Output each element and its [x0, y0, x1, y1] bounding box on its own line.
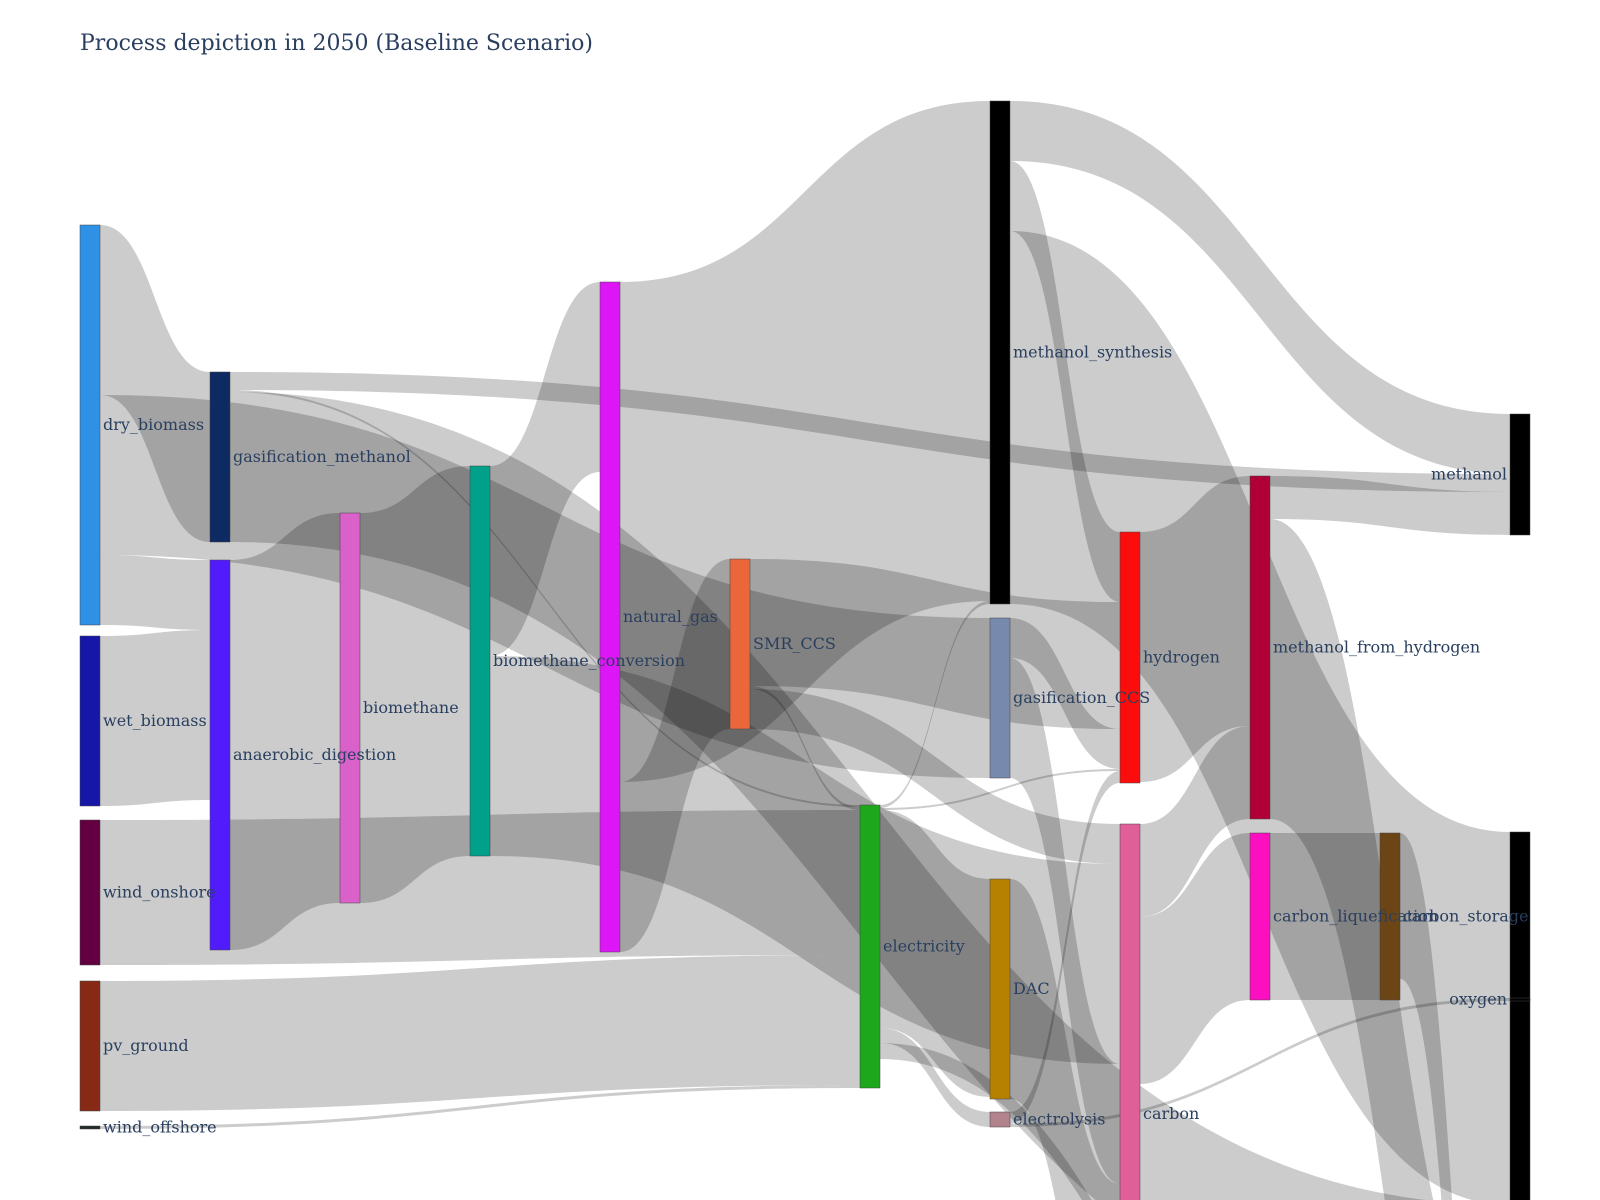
link-natural_gas-to-SMR_CCS[interactable] — [620, 559, 730, 952]
node-natural_gas[interactable] — [599, 281, 621, 953]
node-label-biomethane: biomethane — [363, 698, 459, 717]
node-label-pv_ground: pv_ground — [103, 1036, 189, 1055]
link-wind_offshore-to-electricity[interactable] — [100, 1085, 860, 1129]
node-label-SMR_CCS: SMR_CCS — [753, 634, 836, 653]
link-methanol_synthesis-to-methanol[interactable] — [1010, 101, 1510, 474]
node-pv_ground[interactable] — [79, 980, 101, 1112]
node-gasification_methanol[interactable] — [209, 371, 231, 543]
link-gasification_CCS-to-hydrogen[interactable] — [1010, 618, 1120, 769]
link-hydrogen-to-methanol_from_hydrogen[interactable] — [1140, 476, 1250, 782]
node-label-hydrogen: hydrogen — [1143, 648, 1220, 667]
links-layer — [100, 101, 1510, 1200]
link-electrolysis-to-hydrogen[interactable] — [1010, 771, 1120, 1124]
link-electricity-to-carbon_dioxide[interactable] — [880, 1043, 1510, 1200]
node-label-carbon_liquefication: carbon_liquefication — [1273, 907, 1438, 926]
node-label-electrolysis: electrolysis — [1013, 1110, 1105, 1129]
node-oxygen[interactable] — [1509, 997, 1531, 1002]
link-pv_ground-to-electricity[interactable] — [100, 955, 860, 1111]
node-label-gasification_CCS: gasification_CCS — [1013, 688, 1150, 707]
link-methanol_from_hydrogen-to-carbon_dioxide[interactable] — [1270, 519, 1510, 1200]
node-electricity[interactable] — [859, 804, 881, 1089]
node-label-anaerobic_digestion: anaerobic_digestion — [233, 745, 396, 764]
link-dry_biomass-to-gasification_methanol[interactable] — [100, 225, 210, 542]
node-label-wet_biomass: wet_biomass — [103, 711, 207, 730]
nodes-layer — [79, 100, 1531, 1200]
link-electricity-to-DAC[interactable] — [880, 810, 990, 1097]
node-gasification_CCS[interactable] — [989, 617, 1011, 779]
link-wind_onshore-to-electricity[interactable] — [100, 810, 860, 965]
node-dry_biomass[interactable] — [79, 224, 101, 626]
node-wind_offshore[interactable] — [79, 1125, 101, 1130]
link-gasification_methanol-to-methanol[interactable] — [230, 372, 1510, 492]
link-gasification_CCS-to-carbon[interactable] — [1010, 658, 1120, 1184]
node-methanol_from_hydrogen[interactable] — [1249, 475, 1271, 820]
node-electrolysis[interactable] — [989, 1111, 1011, 1128]
node-label-DAC: DAC — [1013, 979, 1050, 998]
node-carbon_dioxide[interactable] — [1509, 831, 1531, 1200]
node-carbon[interactable] — [1119, 823, 1141, 1200]
link-natural_gas-to-methanol_synthesis[interactable] — [620, 101, 990, 782]
node-label-methanol_synthesis: methanol_synthesis — [1013, 343, 1172, 362]
link-gasification_methanol-to-carbon_dioxide[interactable] — [230, 392, 1510, 1200]
node-hydrogen[interactable] — [1119, 531, 1141, 784]
link-SMR_CCS-to-hydrogen[interactable] — [750, 559, 1120, 729]
node-methanol_synthesis[interactable] — [989, 100, 1011, 605]
node-anaerobic_digestion[interactable] — [209, 559, 231, 951]
node-label-biomethane_conversion: biomethane_conversion — [493, 651, 685, 670]
node-label-carbon: carbon — [1143, 1104, 1199, 1123]
node-label-oxygen: oxygen — [1449, 990, 1507, 1009]
node-wet_biomass[interactable] — [79, 635, 101, 807]
link-SMR_CCS-to-electricity[interactable] — [750, 686, 860, 810]
link-methanol_synthesis-to-hydrogen[interactable] — [1010, 161, 1120, 602]
node-label-dry_biomass: dry_biomass — [103, 415, 204, 434]
link-wet_biomass-to-anaerobic_digestion[interactable] — [100, 630, 210, 806]
node-biomethane[interactable] — [339, 512, 361, 904]
node-carbon_liquefication[interactable] — [1249, 832, 1271, 1001]
node-DAC[interactable] — [989, 878, 1011, 1100]
link-carbon-to-methanol_from_hydrogen[interactable] — [1140, 726, 1250, 917]
link-carbon_storage-to-carbon_dioxide[interactable] — [1400, 833, 1510, 1200]
node-methanol[interactable] — [1509, 413, 1531, 536]
link-SMR_CCS-to-carbon[interactable] — [750, 689, 1120, 864]
node-label-electricity: electricity — [883, 937, 965, 956]
node-label-methanol: methanol — [1431, 465, 1507, 484]
link-biomethane-to-biomethane_conversion[interactable] — [360, 466, 470, 903]
link-electricity-to-electrolysis[interactable] — [880, 1028, 990, 1127]
diagram-title: Process depiction in 2050 (Baseline Scen… — [80, 31, 593, 56]
node-label-natural_gas: natural_gas — [623, 607, 718, 626]
link-dry_biomass-to-anaerobic_digestion[interactable] — [100, 555, 210, 630]
link-anaerobic_digestion-to-biomethane[interactable] — [230, 513, 340, 950]
link-DAC-to-carbon[interactable] — [1010, 879, 1120, 1200]
node-label-gasification_methanol: gasification_methanol — [233, 447, 411, 466]
link-gasification_methanol-to-electricity[interactable] — [230, 390, 860, 807]
node-label-wind_onshore: wind_onshore — [103, 883, 216, 902]
link-electricity-to-methanol_synthesis[interactable] — [880, 601, 990, 808]
node-label-wind_offshore: wind_offshore — [103, 1118, 217, 1137]
link-methanol_from_hydrogen-to-methanol[interactable] — [1270, 476, 1510, 535]
node-biomethane_conversion[interactable] — [469, 465, 491, 857]
labels-layer: dry_biomass wet_biomass wind_onshore pv_gro… — [103, 343, 1529, 1137]
node-carbon_storage[interactable] — [1379, 832, 1401, 1001]
node-label-methanol_from_hydrogen: methanol_from_hydrogen — [1273, 638, 1480, 657]
link-electricity-to-hydrogen[interactable] — [880, 769, 1120, 810]
link-carbon-to-carbon_liquefication[interactable] — [1140, 833, 1250, 1084]
link-biomethane_conversion-to-natural_gas[interactable] — [490, 282, 600, 656]
node-label-carbon_storage: carbon_storage — [1403, 907, 1529, 926]
link-dry_biomass-to-gasification_CCS[interactable] — [100, 395, 990, 778]
node-wind_onshore[interactable] — [79, 819, 101, 966]
node-SMR_CCS[interactable] — [729, 558, 751, 730]
link-electrolysis-to-oxygen[interactable] — [1010, 998, 1510, 1127]
link-biomethane_conversion-to-carbon[interactable] — [490, 656, 1120, 1064]
link-carbon_liquefication-to-carbon_storage[interactable] — [1270, 833, 1380, 1000]
